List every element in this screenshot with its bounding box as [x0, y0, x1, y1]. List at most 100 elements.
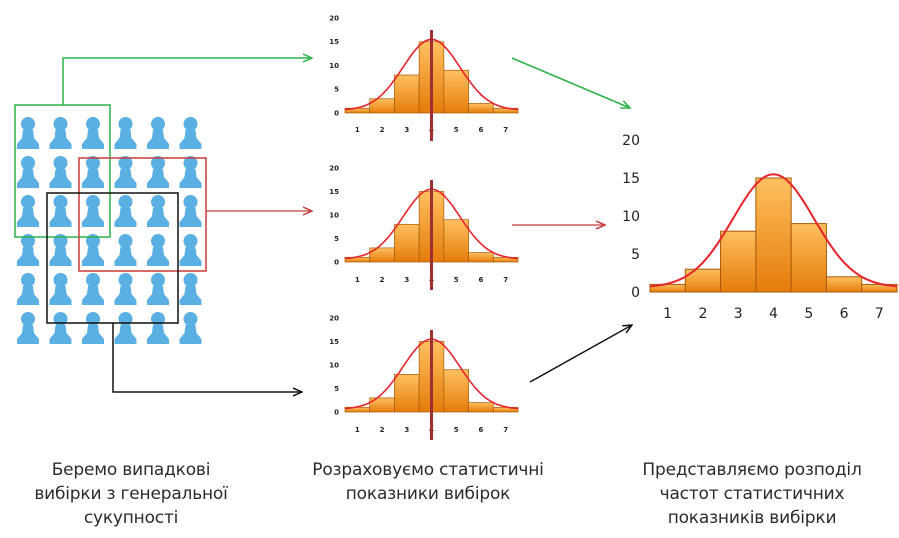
- person-pawn-icon: [49, 117, 72, 149]
- bar-5: [443, 369, 469, 413]
- x-tick-label: 7: [503, 126, 508, 134]
- arrow-black-to-sample-3: [112, 323, 302, 392]
- sample-boxes: [14, 104, 207, 324]
- person-pawn-icon: [82, 234, 104, 266]
- person-pawn-icon: [179, 195, 202, 227]
- y-tick-label: 0: [631, 285, 640, 301]
- bar-3: [394, 374, 420, 413]
- caption-line: Розраховуємо статистичні: [312, 460, 544, 480]
- caption-take-samples: Беремо випадкові вибірки з генеральної с…: [6, 458, 256, 530]
- x-tick-label: 4: [769, 306, 778, 322]
- y-tick-label: 20: [622, 133, 640, 149]
- x-tick-label: 5: [454, 126, 459, 134]
- x-tick-label: 2: [380, 126, 385, 134]
- y-tick-label: 15: [329, 188, 339, 196]
- person-pawn-icon: [49, 156, 72, 188]
- person-pawn-icon: [82, 312, 104, 344]
- distribution-chart: 0 5 10 15 20 1 2 3 4 5 6 7: [622, 133, 898, 322]
- y-tick-label: 15: [622, 171, 640, 187]
- person-pawn-icon: [179, 234, 202, 266]
- x-tick-label: 5: [454, 276, 459, 284]
- person-pawn-icon: [114, 156, 137, 188]
- bar-6: [468, 402, 494, 413]
- person-pawn-icon: [114, 312, 137, 344]
- x-tick-label: 2: [380, 276, 385, 284]
- x-tick-label: 6: [478, 276, 483, 284]
- bar-6: [468, 252, 494, 263]
- caption-line: показники вибірок: [345, 484, 511, 504]
- caption-line: Представляємо розподіл: [642, 460, 862, 480]
- bar-6: [468, 103, 494, 114]
- person-pawn-icon: [179, 156, 202, 188]
- x-tick-label: 5: [454, 426, 459, 434]
- person-pawn-icon: [114, 195, 137, 227]
- x-tick-label: 5: [804, 306, 813, 322]
- y-tick-label: 10: [329, 62, 339, 70]
- y-tick-label: 20: [329, 314, 339, 322]
- bar-4: [755, 177, 792, 293]
- caption-line: вибірки з генеральної: [34, 484, 228, 504]
- person-pawn-icon: [82, 195, 104, 227]
- arrow-black-to-distribution: [529, 325, 632, 383]
- y-tick-label: 10: [329, 211, 339, 219]
- x-tick-label: 1: [663, 306, 672, 322]
- person-pawn-icon: [147, 234, 169, 266]
- x-tick-label: 3: [404, 426, 409, 434]
- y-tick-label: 5: [334, 235, 339, 243]
- person-pawn-icon: [82, 156, 104, 188]
- normal-curve: [649, 173, 898, 288]
- x-tick-label: 1: [355, 276, 360, 284]
- caption-frequency-distribution: Представляємо розподіл частот статистичн…: [612, 458, 892, 530]
- bar-3: [720, 230, 757, 293]
- caption-line: показників вибірки: [667, 508, 837, 528]
- person-pawn-icon: [147, 312, 169, 344]
- y-tick-label: 5: [334, 385, 339, 393]
- x-tick-label: 1: [355, 426, 360, 434]
- x-tick-label: 3: [734, 306, 743, 322]
- person-pawn-icon: [147, 195, 169, 227]
- sample-box-red: [78, 157, 207, 272]
- x-tick-label: 2: [380, 426, 385, 434]
- y-tick-label: 15: [329, 338, 339, 346]
- y-tick-label: 15: [329, 38, 339, 46]
- person-pawn-icon: [17, 234, 39, 266]
- y-tick-label: 10: [622, 209, 640, 225]
- y-tick-label: 5: [631, 247, 640, 263]
- x-tick-label: 6: [840, 306, 849, 322]
- x-tick-label: 3: [404, 276, 409, 284]
- caption-line: сукупності: [83, 508, 179, 528]
- person-pawn-icon: [179, 312, 202, 344]
- bar-3: [394, 224, 420, 263]
- bar-3: [394, 74, 420, 114]
- person-pawn-icon: [114, 273, 137, 305]
- x-tick-label: 6: [478, 126, 483, 134]
- person-pawn-icon: [49, 312, 72, 344]
- person-pawn-icon: [17, 117, 39, 149]
- bar-6: [825, 276, 863, 293]
- caption-compute-statistics: Розраховуємо статистичні показники вибір…: [278, 458, 578, 506]
- y-tick-label: 0: [334, 109, 339, 117]
- x-tick-label: 6: [478, 426, 483, 434]
- person-pawn-icon: [17, 312, 39, 344]
- x-tick-label: 2: [698, 306, 707, 322]
- person-pawn-icon: [82, 273, 104, 305]
- y-tick-label: 0: [334, 258, 339, 266]
- person-pawn-icon: [147, 273, 169, 305]
- person-pawn-icon: [147, 156, 169, 188]
- x-tick-label: 3: [404, 126, 409, 134]
- connector-arrows: [62, 58, 632, 392]
- person-pawn-icon: [49, 195, 72, 227]
- caption-line: частот статистичних: [659, 484, 845, 504]
- caption-line: Беремо випадкові: [51, 460, 211, 480]
- bar-5: [443, 219, 469, 263]
- y-tick-label: 10: [329, 361, 339, 369]
- arrow-green-to-sample-1: [62, 58, 312, 105]
- person-pawn-icon: [17, 273, 39, 305]
- x-tick-label: 7: [503, 426, 508, 434]
- person-pawn-icon: [114, 234, 137, 266]
- person-pawn-icon: [17, 156, 39, 188]
